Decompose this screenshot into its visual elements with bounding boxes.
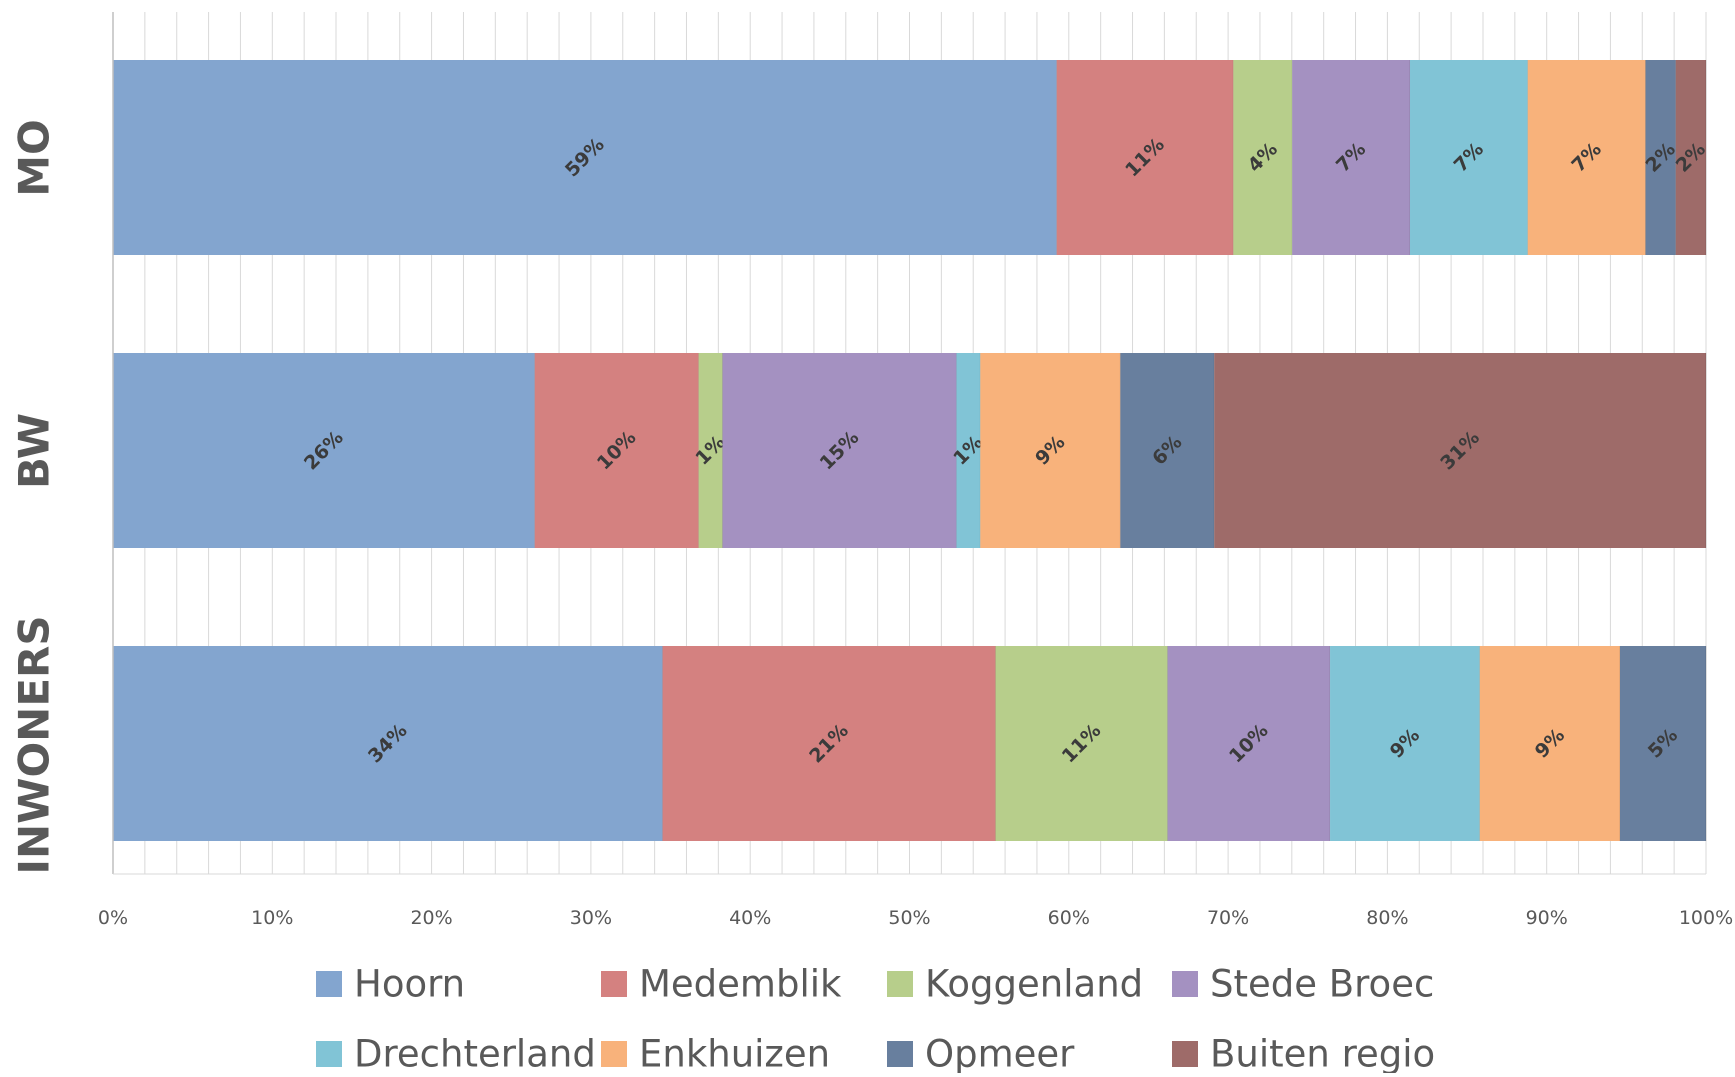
legend-label: Medemblik	[639, 963, 842, 1006]
bar-segment	[1292, 60, 1410, 255]
bar-segment	[1214, 353, 1706, 548]
x-tick-label: 30%	[570, 907, 612, 929]
x-tick-label: 0%	[98, 907, 128, 929]
bar-segment	[980, 353, 1121, 548]
legend-label: Drechterland	[354, 1033, 596, 1074]
legend-swatch	[601, 1041, 627, 1067]
x-tick-label: 100%	[1679, 907, 1733, 929]
bar-segment	[1330, 646, 1480, 841]
x-tick-label: 20%	[410, 907, 452, 929]
bar-segment	[1619, 646, 1706, 841]
bar-segment	[956, 353, 981, 548]
bars: 59% 11% 4% 7% 7% 7% 2%2%26% 10% 1% 15% 1% 9% 6% 31%34…	[113, 60, 1710, 841]
bar-segment	[995, 646, 1168, 841]
bar-segment	[662, 646, 996, 841]
legend-swatch	[887, 1041, 913, 1067]
legend-swatch	[316, 971, 342, 997]
x-tick-label: 80%	[1366, 907, 1408, 929]
legend-swatch	[1172, 1041, 1198, 1067]
bar-segment	[1645, 60, 1676, 255]
bar-segment	[1675, 60, 1706, 255]
x-tick-label: 70%	[1207, 907, 1249, 929]
category-label: BW	[10, 413, 59, 489]
x-tick-label: 50%	[888, 907, 930, 929]
bar-segment	[698, 353, 723, 548]
bar-segment	[113, 353, 535, 548]
bar-segment	[1233, 60, 1293, 255]
bar-segment	[1056, 60, 1234, 255]
x-tick-label: 40%	[729, 907, 771, 929]
bar-segment	[534, 353, 699, 548]
legend-label: Buiten regio	[1210, 1033, 1435, 1074]
bar-segment	[113, 60, 1057, 255]
legend: Hoorn Medemblik Koggenland Stede Broec Drech…	[316, 963, 1435, 1076]
bar-segment	[1479, 646, 1620, 841]
bar-segment	[1120, 353, 1215, 548]
legend-label: Koggenland	[925, 963, 1143, 1006]
legend-swatch	[887, 971, 913, 997]
legend-swatch	[601, 971, 627, 997]
legend-label: Opmeer	[925, 1033, 1075, 1074]
legend-label: Enkhuizen	[639, 1033, 830, 1074]
axes: MO BW INWONERS 0% 10% 20% 30% 40% 50% 60% 70% 80% 90…	[10, 12, 1733, 929]
bar-segment	[1527, 60, 1646, 255]
legend-label: Stede Broec	[1210, 963, 1434, 1006]
x-tick-label: 90%	[1526, 907, 1568, 929]
legend-swatch	[1172, 971, 1198, 997]
legend-swatch	[316, 1041, 342, 1067]
category-label: INWONERS	[10, 615, 59, 874]
legend-label: Hoorn	[354, 963, 465, 1006]
category-label: MO	[10, 119, 59, 197]
bar-segment	[1167, 646, 1331, 841]
x-tick-label: 60%	[1048, 907, 1090, 929]
bar-segment	[722, 353, 957, 548]
bar-segment	[1409, 60, 1528, 255]
x-tick-label: 10%	[251, 907, 293, 929]
bar-segment	[113, 646, 663, 841]
